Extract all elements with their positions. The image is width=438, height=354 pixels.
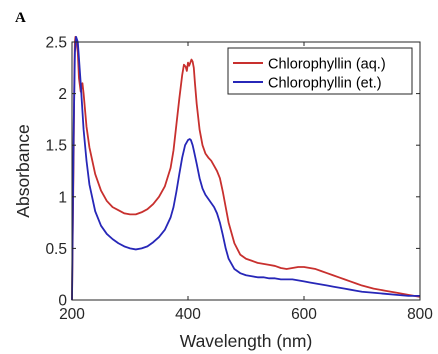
x-ticks: 200 400 600 800 — [59, 42, 433, 323]
legend-label-et: Chlorophyllin (et.) — [268, 76, 382, 92]
series-line-aq — [71, 35, 421, 301]
panel-label: A — [15, 10, 26, 26]
legend-label-aq: Chlorophyllin (aq.) — [268, 57, 386, 73]
series-line-et — [71, 35, 420, 301]
x-tick-label: 600 — [291, 306, 317, 323]
x-tick-label: 200 — [59, 306, 85, 323]
y-ticks: 0 0.5 1 1.5 2 2.5 — [45, 35, 420, 310]
x-axis-title: Wavelength (nm) — [180, 331, 313, 351]
x-tick-label: 800 — [407, 306, 433, 323]
axes-box — [71, 41, 421, 301]
y-tick-label: 2 — [58, 86, 67, 103]
y-tick-label: 0 — [58, 293, 67, 310]
series-layer — [71, 35, 421, 301]
y-axis-title: Absorbance — [13, 124, 33, 217]
legend-box — [227, 47, 413, 95]
y-tick-label: 1 — [58, 189, 67, 206]
legend: Chlorophyllin (aq.) Chlorophyllin (et.) — [227, 47, 413, 95]
y-tick-label: 2.5 — [45, 35, 67, 52]
y-tick-label: 1.5 — [45, 138, 67, 155]
x-tick-label: 400 — [175, 306, 201, 323]
y-tick-label: 0.5 — [45, 241, 67, 258]
